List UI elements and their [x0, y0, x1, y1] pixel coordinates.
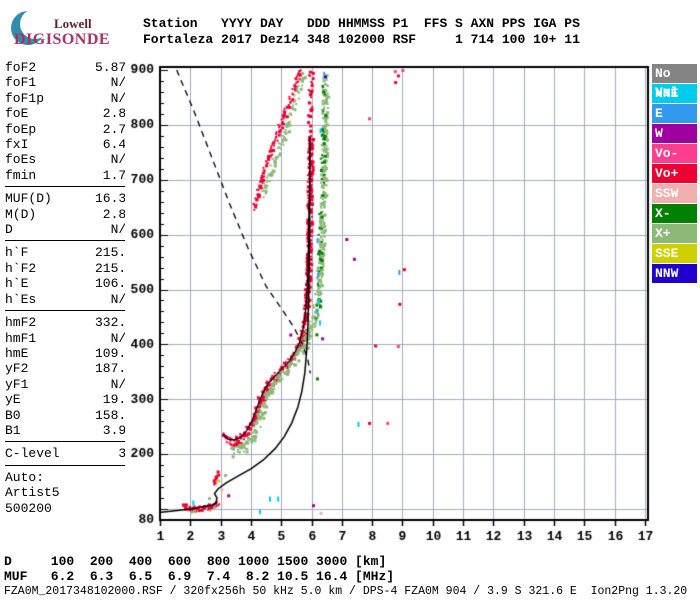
param-value: 106.6 — [94, 276, 134, 292]
param-row: hmE 109.7 — [5, 346, 134, 361]
param-row: yF1 N/A — [5, 377, 134, 392]
legend-item: X- — [652, 204, 697, 223]
param-row: fxI 6.40 — [5, 137, 134, 152]
param-group: C-level33 — [5, 446, 134, 466]
legend-item: W — [652, 124, 697, 143]
param-label: foF1p — [5, 90, 45, 106]
param-row: M(D) 2.80 — [5, 207, 134, 222]
logo-lowell-text: Lowell — [54, 16, 92, 31]
legend-item: NNE — [652, 84, 697, 103]
param-label: yF2 — [5, 361, 29, 377]
param-label: C-level — [5, 446, 60, 462]
param-label: M(D) — [5, 206, 37, 222]
param-label: foF1 — [5, 75, 37, 91]
digisonde-crescent-icon — [11, 9, 50, 45]
param-group: h`F 215.0 h`F2 215.0 h`E 106.6 h`Es N/A — [5, 245, 134, 312]
param-value: 215.0 — [94, 245, 134, 261]
param-row: MUF(D) 16.38 — [5, 191, 134, 206]
legend-item: Vo- — [652, 144, 697, 163]
param-row: hmF1 N/A — [5, 331, 134, 346]
param-row: B1 3.93 — [5, 423, 134, 438]
ionogram-plot — [125, 58, 656, 548]
param-label: B0 — [5, 407, 21, 423]
param-row: foE 2.81 — [5, 106, 134, 121]
param-value: 109.7 — [94, 345, 134, 361]
param-row: yE 19.3 — [5, 392, 134, 407]
param-label: hmF2 — [5, 315, 37, 331]
autoscaler-label: 500200 — [5, 500, 52, 516]
param-row: foF2 5.875 — [5, 60, 134, 75]
param-row: fmin 1.75 — [5, 168, 134, 183]
lowell-digisonde-logo: Lowell DIGISONDE — [6, 4, 136, 56]
param-label: foE — [5, 106, 29, 122]
legend-item: X+ — [652, 224, 697, 243]
param-group: MUF(D) 16.38 M(D) 2.80 D N/A — [5, 191, 134, 242]
param-row: h`Es N/A — [5, 292, 134, 307]
param-value: 158.2 — [94, 407, 134, 423]
muf-row: MUF 6.2 6.3 6.5 6.9 7.4 8.2 10.5 16.4 [M… — [4, 569, 395, 584]
muf-distance-table: D 100 200 400 600 800 1000 1500 3000 [km… — [4, 554, 394, 584]
param-label: foEp — [5, 121, 37, 137]
param-label: hmE — [5, 345, 29, 361]
param-row: foEp 2.75 — [5, 122, 134, 137]
param-row: foF1p N/A — [5, 91, 134, 106]
parameter-panel: foF2 5.875 foF1 N/A foF1p N/A foE 2.81 foEp 2.75 f… — [5, 60, 134, 516]
legend-item: No Val — [652, 64, 697, 100]
param-row: D N/A — [5, 222, 134, 237]
param-row: hmF2 332.9 — [5, 315, 134, 330]
header-values-line: Fortaleza 2017 Dez14 348 102000 RSF 1 71… — [143, 32, 580, 47]
param-label: D — [5, 222, 13, 238]
param-label: h`E — [5, 276, 29, 292]
header-columns-line: Station YYYY DAY DDD HHMMSS P1 FFS S AXN… — [143, 16, 580, 31]
param-group: foF2 5.875 foF1 N/A foF1p N/A foE 2.81 foEp 2.75 f… — [5, 60, 134, 188]
param-value: 5.875 — [94, 60, 134, 75]
param-value: 332.9 — [94, 315, 134, 331]
distance-row: D 100 200 400 600 800 1000 1500 3000 [km… — [4, 554, 387, 569]
param-label: foEs — [5, 152, 37, 168]
file-info: FZA0M_2017348102000.RSF / 320fx256h 50 k… — [4, 585, 688, 598]
param-label: h`F2 — [5, 260, 37, 276]
legend-item: E — [652, 104, 697, 123]
param-row: yF2 187.3 — [5, 361, 134, 376]
param-value: 215.0 — [94, 260, 134, 276]
autoscaler-label: Artist5 — [5, 485, 60, 501]
logo-digisonde-text: DIGISONDE — [14, 31, 111, 48]
param-label: h`F — [5, 245, 29, 261]
param-label: fmin — [5, 167, 37, 183]
legend-item: SSW — [652, 184, 697, 203]
param-row: h`E 106.6 — [5, 276, 134, 291]
param-row: h`F2 215.0 — [5, 261, 134, 276]
param-row: foF1 N/A — [5, 75, 134, 90]
autoscaler-label: Auto: — [5, 469, 45, 485]
legend-item: SSE — [652, 244, 697, 263]
param-row: C-level33 — [5, 446, 134, 461]
param-row: B0 158.2 — [5, 408, 134, 423]
param-label: h`Es — [5, 291, 37, 307]
legend-item: Vo+ — [652, 164, 697, 183]
param-group: hmF2 332.9 hmF1 N/A hmE 109.7 yF2 187.3 yF1 N/A yE… — [5, 315, 134, 443]
param-value: 16.38 — [94, 191, 134, 207]
param-label: B1 — [5, 422, 21, 438]
param-label: yE — [5, 392, 21, 408]
param-value: 187.3 — [94, 361, 134, 377]
param-row: h`F 215.0 — [5, 245, 134, 260]
param-label: foF2 — [5, 60, 37, 75]
param-label: hmF1 — [5, 330, 37, 346]
param-label: fxI — [5, 137, 29, 153]
station-header: Station YYYY DAY DDD HHMMSS P1 FFS S AXN… — [143, 16, 580, 48]
param-label: MUF(D) — [5, 191, 52, 207]
legend-item: NNW — [652, 264, 697, 283]
param-row: foEs N/A — [5, 152, 134, 167]
param-label: yF1 — [5, 376, 29, 392]
